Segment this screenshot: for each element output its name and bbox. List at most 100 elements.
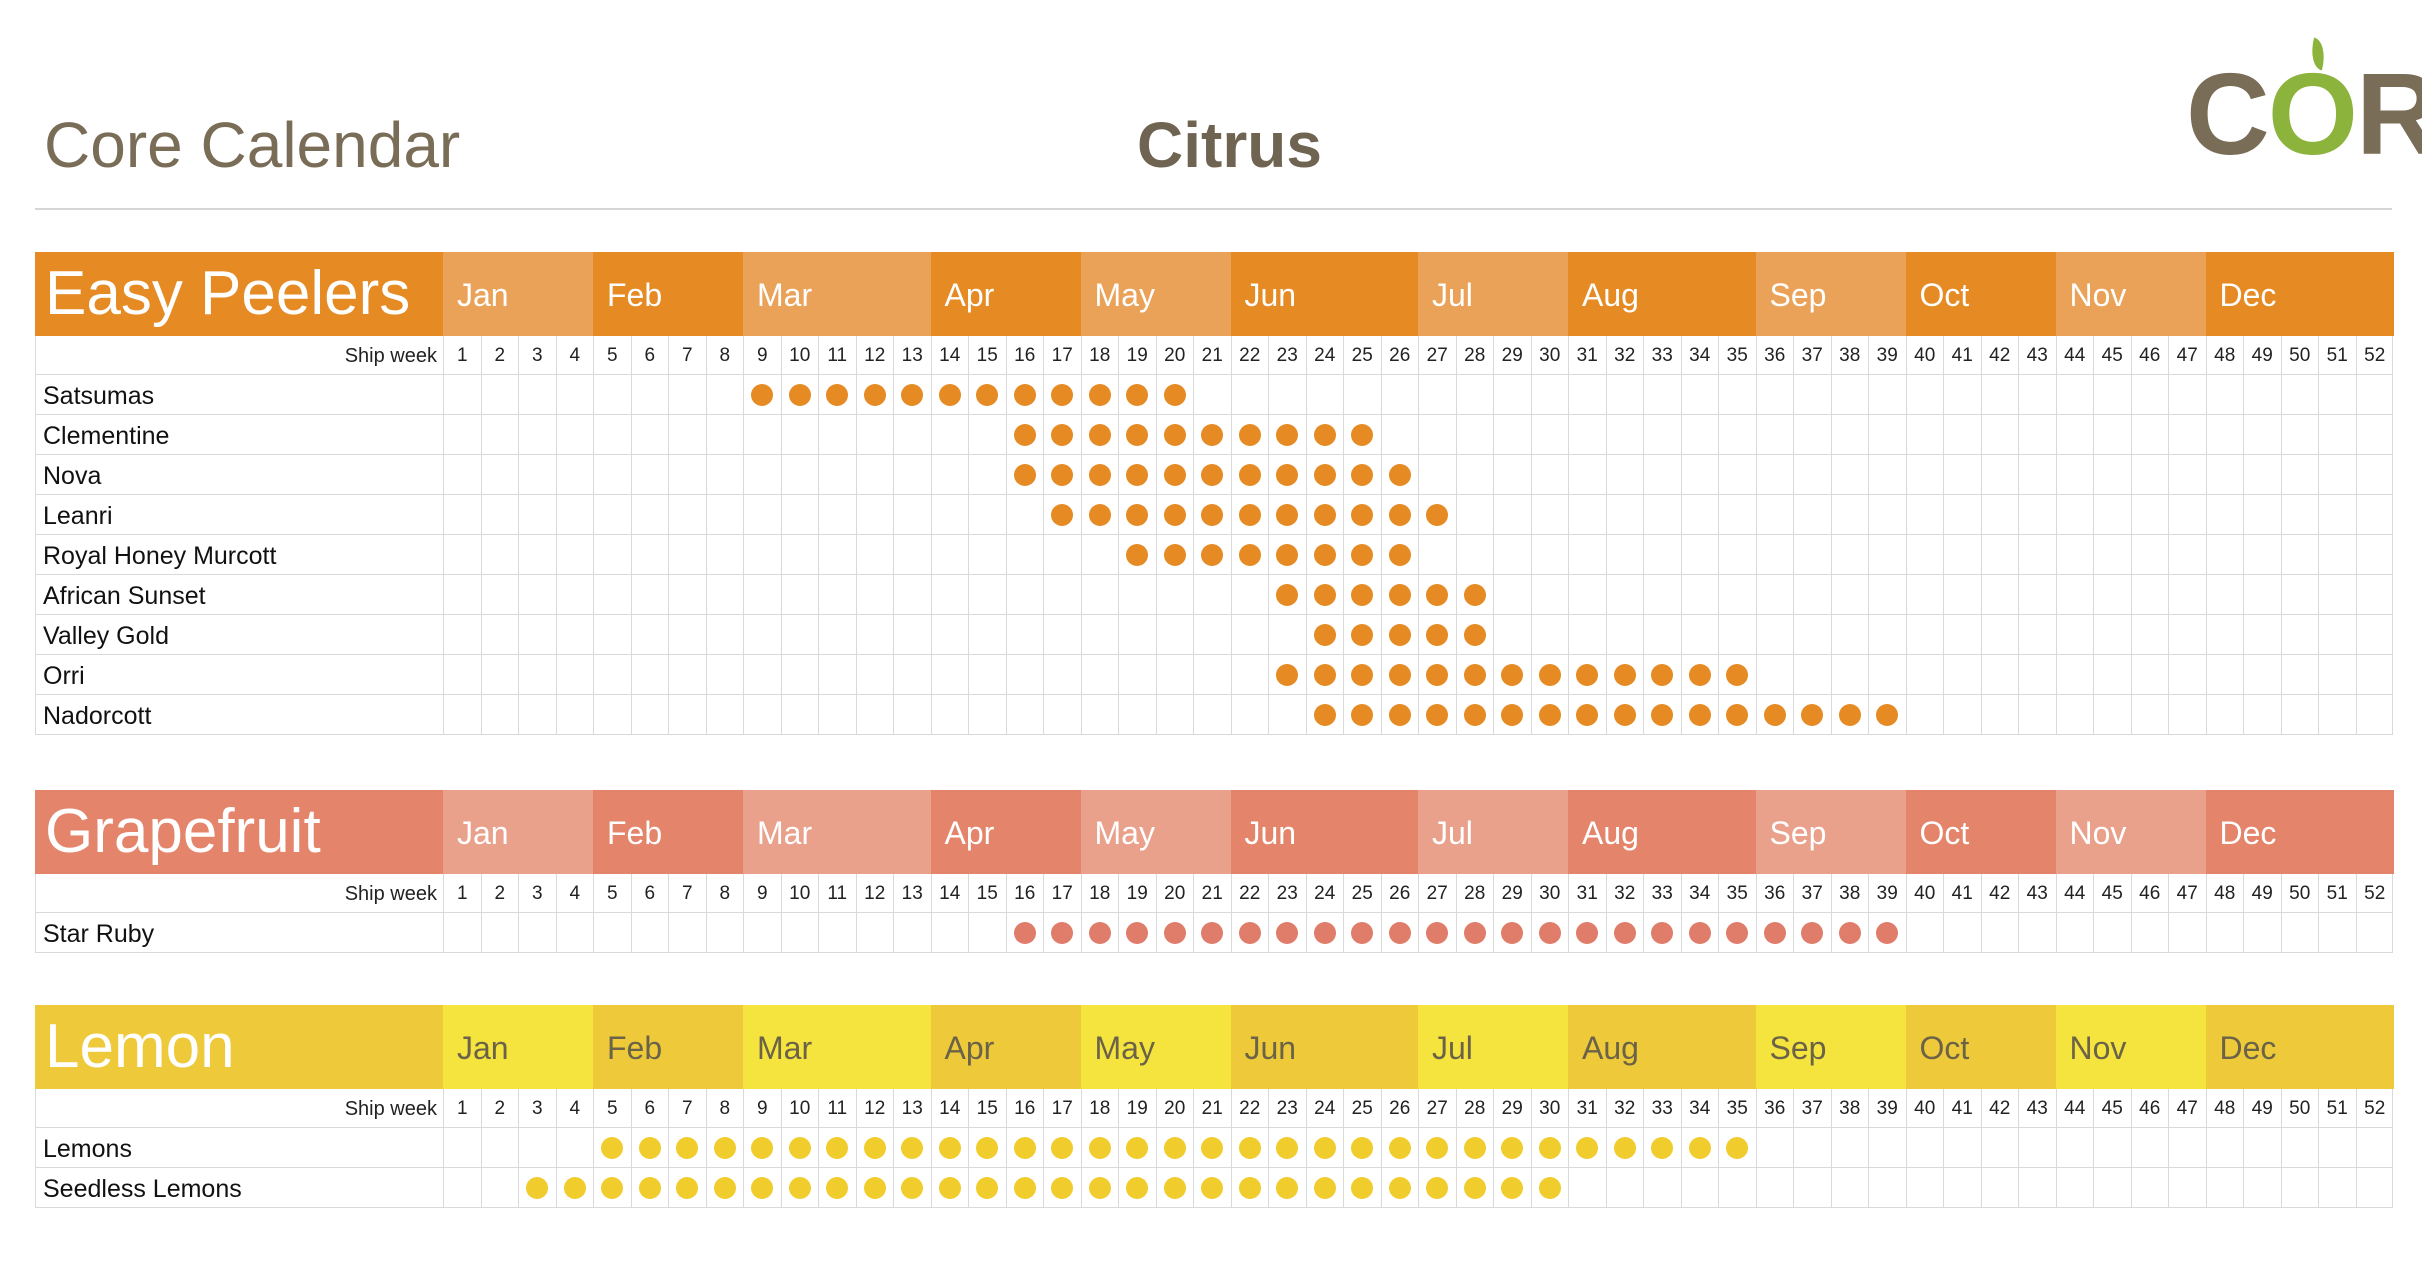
availability-dot (1351, 1137, 1373, 1159)
week-cell (893, 695, 931, 734)
availability-dot (1388, 1177, 1411, 1199)
week-cell (1418, 655, 1456, 694)
week-number: 21 (1193, 1089, 1231, 1127)
week-cell (555, 415, 594, 454)
month-header-aug: Aug (1568, 1005, 1756, 1089)
week-cell (1718, 615, 1756, 654)
week-cell (1118, 913, 1156, 952)
week-cell (2205, 695, 2244, 734)
week-cell (2168, 1168, 2206, 1207)
week-cell (1343, 415, 1381, 454)
week-cell (1305, 655, 1344, 694)
week-cell (1268, 695, 1306, 734)
week-cell (1043, 655, 1081, 694)
week-cell (1493, 495, 1531, 534)
availability-dot (1351, 504, 1373, 526)
week-number: 19 (1118, 1089, 1156, 1127)
week-cell (1080, 415, 1119, 454)
week-cell (480, 495, 519, 534)
week-number: 28 (1455, 336, 1494, 374)
month-header-sep: Sep (1755, 1005, 1906, 1089)
month-header-nov: Nov (2055, 790, 2206, 874)
week-cell (1005, 455, 1044, 494)
week-number: 26 (1380, 1089, 1419, 1127)
week-number: 22 (1230, 874, 1269, 912)
week-cell (1305, 535, 1344, 574)
week-cell (1605, 695, 1644, 734)
availability-dot (1313, 624, 1336, 646)
product-row: Star Ruby (35, 913, 2393, 953)
week-cell (818, 535, 856, 574)
week-cell (2168, 415, 2206, 454)
week-cell (1905, 695, 1944, 734)
week-cell (1718, 1168, 1756, 1207)
week-cell (443, 495, 481, 534)
week-number: 29 (1493, 874, 1531, 912)
week-cell (780, 695, 819, 734)
week-cell (2280, 575, 2319, 614)
availability-dot (1538, 1177, 1561, 1199)
week-cell (555, 535, 594, 574)
week-number: 13 (893, 336, 931, 374)
week-cell (1193, 375, 1231, 414)
availability-dot (1013, 1177, 1036, 1199)
week-cell (2018, 1128, 2056, 1167)
week-cell (1905, 575, 1944, 614)
week-cell (518, 615, 556, 654)
week-cell (518, 1168, 556, 1207)
week-cell (1230, 415, 1269, 454)
week-cell (555, 455, 594, 494)
week-cell (1568, 575, 1606, 614)
week-cell (780, 535, 819, 574)
week-number: 40 (1905, 1089, 1944, 1127)
week-cell (743, 455, 781, 494)
availability-dot (1126, 544, 1148, 566)
week-number: 6 (630, 336, 669, 374)
month-header-jul: Jul (1418, 1005, 1568, 1089)
week-cell (630, 415, 669, 454)
week-cell (593, 1128, 631, 1167)
availability-dot (1238, 544, 1261, 566)
week-cell (1455, 615, 1494, 654)
week-number: 14 (930, 336, 969, 374)
week-cell (668, 655, 706, 694)
week-cell (1043, 695, 1081, 734)
week-cell (1718, 535, 1756, 574)
week-cell (2355, 375, 2394, 414)
week-cell (1755, 1128, 1794, 1167)
week-cell (630, 375, 669, 414)
product-name: Orri (43, 662, 85, 690)
availability-dot (1163, 1177, 1186, 1199)
product-row: African Sunset (35, 575, 2393, 615)
product-row: Royal Honey Murcott (35, 535, 2393, 575)
week-cell (1943, 695, 1981, 734)
week-cell (1718, 415, 1756, 454)
week-cell (1905, 1128, 1944, 1167)
product-row: Seedless Lemons (35, 1168, 2393, 1208)
availability-dot (676, 1177, 698, 1199)
availability-dot (1876, 704, 1898, 726)
week-cell (1755, 615, 1794, 654)
availability-dot (788, 1177, 811, 1199)
week-cell (2280, 495, 2319, 534)
week-cell (1418, 695, 1456, 734)
week-cell (2130, 575, 2169, 614)
availability-dot (1463, 922, 1486, 944)
week-number: 25 (1343, 1089, 1381, 1127)
week-number: 9 (743, 874, 781, 912)
week-cell (480, 1128, 519, 1167)
week-cell (1080, 535, 1119, 574)
week-cell (855, 495, 894, 534)
week-number: 14 (930, 1089, 969, 1127)
week-cell (1605, 575, 1644, 614)
week-cell (1830, 695, 1869, 734)
availability-dot (826, 1177, 848, 1199)
week-number: 32 (1605, 874, 1644, 912)
week-cell (668, 913, 706, 952)
week-number: 6 (630, 874, 669, 912)
week-cell (1643, 375, 1681, 414)
week-cell (1193, 415, 1231, 454)
availability-dot (1163, 922, 1186, 944)
week-cell (893, 495, 931, 534)
week-cell (1080, 1168, 1119, 1207)
